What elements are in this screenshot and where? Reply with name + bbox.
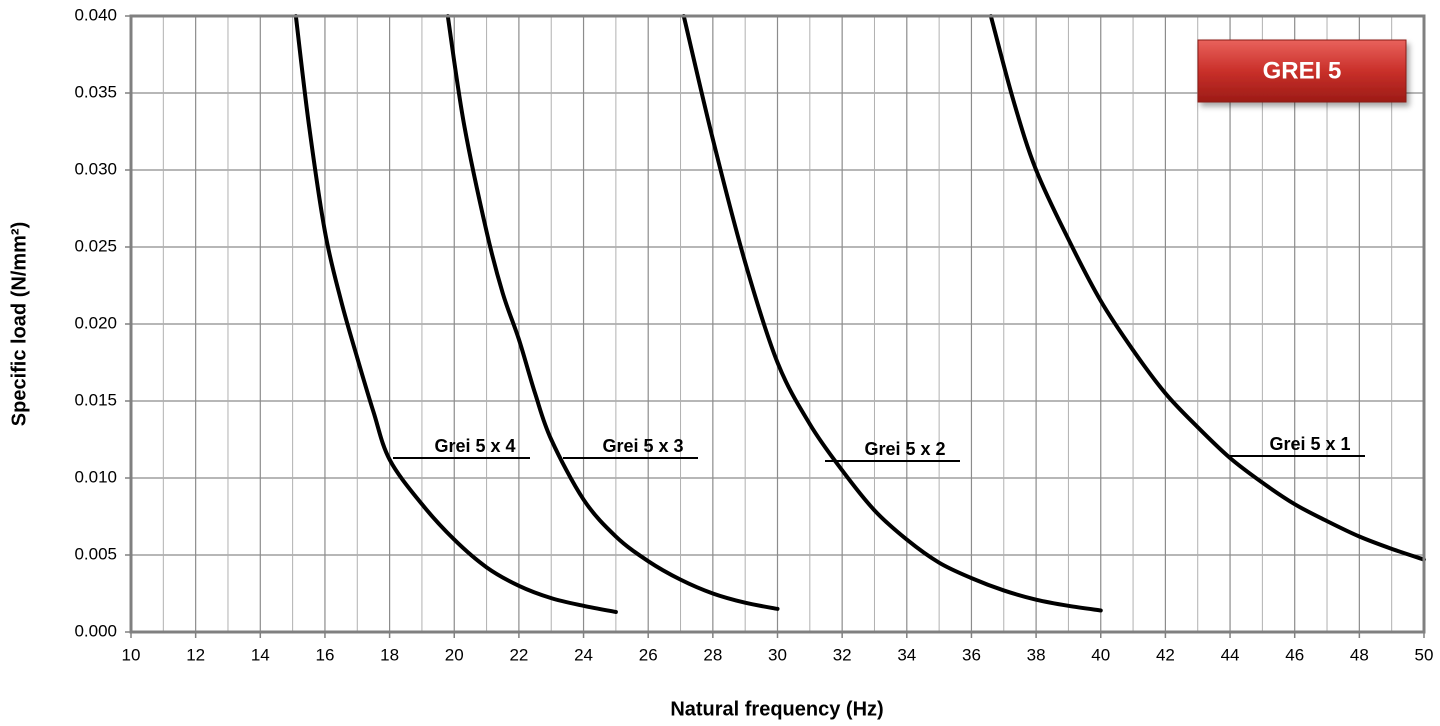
y-tick-label: 0.005 (74, 544, 117, 563)
x-tick-label: 20 (445, 645, 464, 664)
y-tick-label: 0.040 (74, 5, 117, 24)
y-tick-label: 0.015 (74, 390, 117, 409)
x-tick-label: 18 (380, 645, 399, 664)
curve-label: Grei 5 x 4 (434, 436, 515, 456)
x-tick-label: 30 (768, 645, 787, 664)
x-axis-label: Natural frequency (Hz) (670, 698, 883, 720)
x-tick-label: 44 (1221, 645, 1240, 664)
curve (445, 14, 780, 611)
y-tick-label: 0.025 (74, 236, 117, 255)
y-tick-label: 0.010 (74, 467, 117, 486)
x-tick-label: 50 (1415, 645, 1434, 664)
curves (293, 14, 1426, 614)
x-tick-label: 26 (639, 645, 658, 664)
x-tick-label: 24 (574, 645, 593, 664)
badge-text: GREI 5 (1263, 57, 1342, 84)
x-tick-label: 22 (509, 645, 528, 664)
curve-label: Grei 5 x 3 (602, 436, 683, 456)
x-tick-label: 12 (186, 645, 205, 664)
curve-label: Grei 5 x 2 (864, 439, 945, 459)
x-tick-label: 40 (1091, 645, 1110, 664)
grid (125, 15, 1425, 638)
y-tick-label: 0.035 (74, 82, 117, 101)
y-tick-label: 0.030 (74, 159, 117, 178)
x-tick-label: 28 (703, 645, 722, 664)
x-tick-label: 34 (897, 645, 916, 664)
badge: GREI 5 (1197, 39, 1407, 103)
y-tick-label: 0.000 (74, 621, 117, 640)
x-tick-label: 32 (833, 645, 852, 664)
x-tick-label: 42 (1156, 645, 1175, 664)
y-tick-label: 0.020 (74, 313, 117, 332)
x-tick-label: 36 (962, 645, 981, 664)
curve (988, 14, 1426, 562)
curve-label: Grei 5 x 1 (1269, 434, 1350, 454)
curve (293, 14, 618, 614)
x-tick-label: 14 (251, 645, 270, 664)
x-tick-label: 16 (315, 645, 334, 664)
x-tick-label: 46 (1285, 645, 1304, 664)
curve (681, 14, 1103, 613)
badge-box (1197, 39, 1407, 103)
x-tick-label: 38 (1027, 645, 1046, 664)
x-tick-label: 48 (1350, 645, 1369, 664)
plot-frame (129, 14, 1426, 634)
x-tick-label: 10 (122, 645, 141, 664)
y-axis-label: Specific load (N/mm²) (8, 222, 30, 426)
